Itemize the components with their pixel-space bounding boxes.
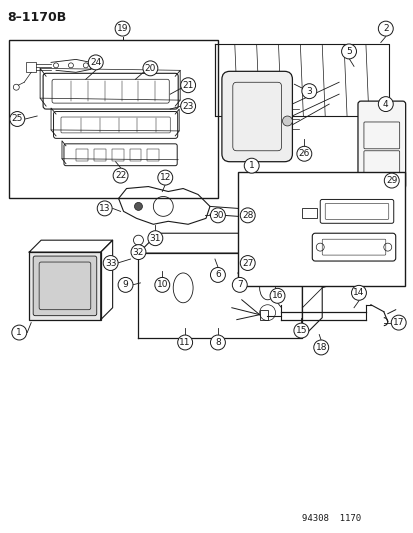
Circle shape	[157, 170, 172, 185]
Text: 2: 2	[382, 24, 388, 33]
Circle shape	[118, 277, 133, 292]
Bar	[259, 310, 267, 320]
Bar	[76, 149, 88, 161]
Circle shape	[154, 277, 169, 292]
Circle shape	[115, 21, 130, 36]
Bar	[112, 149, 123, 161]
Circle shape	[134, 203, 142, 211]
Circle shape	[180, 99, 195, 114]
Text: 8: 8	[214, 338, 220, 347]
Text: 21: 21	[182, 80, 193, 90]
Text: 8–1170B: 8–1170B	[7, 11, 66, 24]
Text: 11: 11	[179, 338, 190, 347]
Text: 94308  1170: 94308 1170	[301, 514, 361, 523]
Text: 7: 7	[236, 280, 242, 289]
Text: 9: 9	[122, 280, 128, 289]
Circle shape	[180, 78, 195, 93]
Circle shape	[377, 96, 392, 111]
Circle shape	[313, 340, 328, 355]
Circle shape	[240, 208, 254, 223]
Bar	[26, 62, 36, 72]
Circle shape	[232, 277, 247, 292]
Circle shape	[296, 147, 311, 161]
Circle shape	[88, 55, 103, 70]
Text: 5: 5	[345, 47, 351, 56]
Circle shape	[113, 168, 128, 183]
Circle shape	[210, 268, 225, 282]
Circle shape	[210, 208, 225, 223]
Text: 24: 24	[90, 58, 101, 67]
Text: 27: 27	[242, 259, 253, 268]
Text: 16: 16	[271, 292, 282, 300]
Text: 33: 33	[104, 259, 116, 268]
Text: 4: 4	[382, 100, 388, 109]
Circle shape	[147, 231, 162, 246]
Text: 19: 19	[116, 24, 128, 33]
Circle shape	[390, 315, 405, 330]
Circle shape	[351, 285, 366, 300]
Bar	[129, 149, 141, 161]
Bar	[147, 149, 159, 161]
Circle shape	[210, 335, 225, 350]
Bar	[93, 149, 105, 161]
Circle shape	[301, 84, 316, 99]
Text: 26: 26	[298, 149, 309, 158]
Circle shape	[341, 44, 356, 59]
Circle shape	[97, 201, 112, 216]
Bar	[237, 172, 404, 286]
Text: 12: 12	[159, 173, 171, 182]
Text: 14: 14	[352, 288, 364, 297]
FancyBboxPatch shape	[221, 71, 292, 161]
Bar	[301, 208, 316, 219]
Text: 23: 23	[182, 102, 193, 110]
Text: 30: 30	[212, 211, 223, 220]
Circle shape	[12, 325, 27, 340]
Text: 10: 10	[156, 280, 168, 289]
Circle shape	[383, 173, 398, 188]
Text: 17: 17	[392, 318, 404, 327]
FancyBboxPatch shape	[33, 256, 97, 316]
Text: 20: 20	[145, 64, 156, 73]
Bar	[29, 252, 100, 320]
Circle shape	[131, 245, 145, 260]
Circle shape	[282, 116, 292, 126]
Circle shape	[142, 61, 157, 76]
Circle shape	[103, 256, 118, 270]
Circle shape	[240, 256, 254, 270]
FancyBboxPatch shape	[357, 101, 405, 189]
Circle shape	[177, 335, 192, 350]
Text: 6: 6	[214, 270, 220, 279]
Text: 22: 22	[115, 171, 126, 180]
Circle shape	[293, 323, 308, 338]
Bar	[9, 39, 217, 198]
Text: 13: 13	[99, 204, 110, 213]
Text: 32: 32	[133, 248, 144, 256]
Text: 1: 1	[248, 161, 254, 170]
Text: 28: 28	[242, 211, 253, 220]
Text: 25: 25	[12, 115, 23, 124]
Circle shape	[269, 288, 284, 303]
Text: 18: 18	[315, 343, 326, 352]
Circle shape	[377, 21, 392, 36]
Text: 15: 15	[295, 326, 306, 335]
Circle shape	[244, 158, 259, 173]
Text: 1: 1	[17, 328, 22, 337]
Circle shape	[10, 111, 25, 126]
Text: 29: 29	[385, 176, 396, 185]
Text: 31: 31	[149, 233, 161, 243]
Text: 3: 3	[306, 87, 311, 96]
